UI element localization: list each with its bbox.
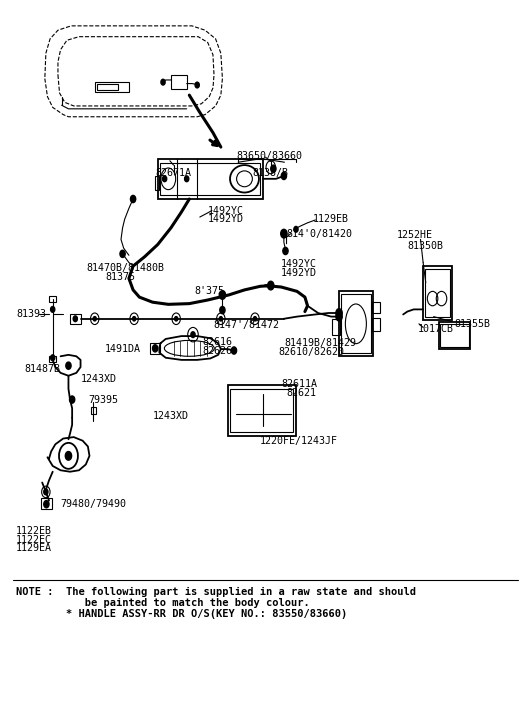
Circle shape (253, 316, 256, 321)
Bar (150, 342, 160, 354)
Text: 1122EC: 1122EC (16, 534, 52, 545)
Bar (160, 163, 260, 196)
Circle shape (271, 165, 276, 172)
Bar (228, 385, 296, 435)
Bar (158, 159, 263, 199)
Text: 82611A: 82611A (281, 379, 317, 390)
Circle shape (133, 316, 136, 321)
Text: 1491DA: 1491DA (105, 344, 141, 354)
Circle shape (50, 355, 55, 361)
Text: 1220FE/1243JF: 1220FE/1243JF (260, 435, 338, 446)
Circle shape (281, 172, 287, 180)
Text: 82671A: 82671A (155, 168, 191, 178)
Circle shape (120, 250, 125, 257)
Circle shape (283, 247, 288, 254)
Circle shape (336, 309, 342, 317)
Text: 1492YC: 1492YC (208, 206, 244, 215)
Circle shape (162, 176, 167, 182)
Bar (40, 498, 52, 509)
Text: * HANDLE ASSY-RR DR O/S(KEY NO.: 83550/83660): * HANDLE ASSY-RR DR O/S(KEY NO.: 83550/8… (16, 608, 347, 619)
Text: 81355B: 81355B (455, 319, 491, 329)
Text: NOTE :  The following part is supplied in a raw state and should: NOTE : The following part is supplied in… (16, 587, 416, 597)
Circle shape (219, 316, 222, 321)
Text: 8147'/81472: 8147'/81472 (213, 320, 279, 329)
Circle shape (185, 176, 189, 182)
Circle shape (65, 451, 72, 460)
Text: 8138/B: 8138/B (252, 168, 288, 178)
Text: 1243XD: 1243XD (81, 374, 116, 385)
Bar (372, 302, 380, 313)
Bar (171, 75, 187, 89)
Circle shape (66, 362, 71, 369)
Circle shape (93, 316, 96, 321)
Text: be painted to match the body colour.: be painted to match the body colour. (16, 598, 310, 608)
Circle shape (191, 332, 195, 337)
Text: 82610/82620: 82610/82620 (279, 347, 345, 357)
Bar (439, 321, 470, 349)
Text: 814'0/81420: 814'0/81420 (287, 228, 353, 238)
Circle shape (44, 501, 49, 507)
Bar (425, 269, 450, 317)
Bar (341, 294, 371, 353)
Text: 82626: 82626 (202, 345, 233, 356)
Circle shape (161, 79, 165, 85)
Text: 81470B/81480B: 81470B/81480B (87, 263, 165, 273)
Circle shape (220, 307, 225, 314)
Circle shape (294, 226, 298, 232)
Text: 82621: 82621 (287, 388, 316, 398)
Bar (49, 356, 56, 362)
Circle shape (268, 281, 274, 290)
Circle shape (50, 307, 55, 313)
Text: 81393: 81393 (16, 310, 46, 319)
Bar (339, 292, 373, 356)
Text: 81375: 81375 (105, 272, 135, 282)
Circle shape (195, 82, 199, 88)
Text: 79395: 79395 (89, 395, 118, 404)
Circle shape (70, 396, 75, 403)
Text: 81487B: 81487B (25, 364, 61, 374)
Bar (441, 324, 469, 347)
Text: 8'375: 8'375 (194, 286, 225, 297)
Bar (70, 314, 81, 324)
Text: 79480/79490: 79480/79490 (61, 499, 126, 509)
Bar (372, 318, 380, 331)
Bar (332, 318, 340, 334)
Text: 1252HE: 1252HE (397, 230, 433, 240)
Circle shape (219, 291, 226, 300)
Text: 1129EA: 1129EA (16, 543, 52, 553)
Text: 82616: 82616 (202, 337, 233, 347)
Text: 1017CB: 1017CB (418, 324, 454, 334)
Text: 1492YD: 1492YD (208, 214, 244, 224)
Text: 1492YD: 1492YD (281, 268, 317, 278)
Circle shape (131, 196, 136, 203)
Bar (155, 176, 159, 190)
Text: 81419B/81429: 81419B/81429 (284, 338, 356, 348)
Circle shape (175, 316, 178, 321)
Circle shape (336, 313, 342, 321)
Circle shape (73, 316, 78, 321)
Circle shape (152, 345, 158, 352)
Bar (423, 266, 452, 320)
Bar (230, 389, 293, 432)
Text: 1129EB: 1129EB (313, 214, 349, 224)
Circle shape (232, 347, 237, 354)
Bar (49, 297, 56, 302)
Text: 1122EB: 1122EB (16, 526, 52, 536)
Circle shape (44, 489, 48, 495)
Text: 1243XD: 1243XD (152, 411, 189, 421)
Text: 1492YC: 1492YC (281, 259, 317, 269)
Bar (95, 82, 129, 92)
Bar (97, 84, 118, 90)
Text: 81350B: 81350B (407, 241, 443, 251)
Circle shape (281, 229, 287, 238)
Bar (90, 407, 96, 414)
Text: 83650/83660: 83650/83660 (237, 151, 303, 161)
